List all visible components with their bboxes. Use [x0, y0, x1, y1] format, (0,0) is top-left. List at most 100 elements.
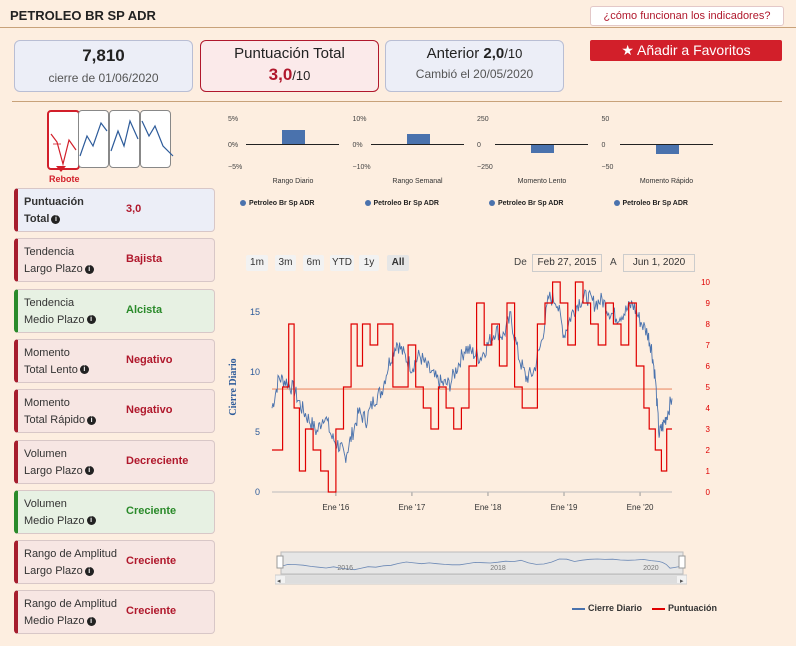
indicator-label-line2: Total: [24, 213, 50, 225]
zero-line: [246, 144, 339, 145]
indicator-label-line2: Largo Plazo: [24, 464, 83, 477]
info-icon[interactable]: i: [84, 264, 94, 274]
mini-chart: 10% 0% −10% Rango Semanal Petroleo Br Sp ADR: [353, 112, 513, 212]
help-link[interactable]: ¿cómo funcionan los indicadores?: [590, 6, 784, 26]
close-price: 7,810: [82, 46, 125, 65]
indicator-value: Negativo: [126, 404, 173, 417]
zero-line: [619, 144, 713, 145]
indicator-card[interactable]: Tendencia Medio Plazo i Alcista: [14, 288, 215, 333]
indicator-label-line1: Tendencia: [24, 246, 75, 259]
indicator-card[interactable]: Puntuación Total i 3,0: [14, 188, 215, 232]
add-favorites-label: Añadir a Favoritos: [637, 42, 751, 58]
previous-score-card: Anterior 2,0/10 Cambió el 20/05/2020: [385, 40, 564, 92]
range-button[interactable]: All: [387, 255, 409, 271]
mini-legend-label: Petroleo Br Sp ADR: [249, 200, 315, 207]
navigator-handle-left[interactable]: [276, 555, 284, 569]
y-tick-label: 0%: [228, 142, 239, 149]
pattern-thumb-3[interactable]: [109, 110, 140, 168]
indicator-card[interactable]: Volumen Largo Plazo i Decreciente: [14, 439, 215, 484]
pattern-thumb-rebote[interactable]: [47, 110, 80, 170]
info-icon[interactable]: i: [84, 466, 94, 476]
indicator-value: Creciente: [126, 504, 177, 517]
y-tick-label: 50: [601, 116, 610, 123]
pattern-thumb-2[interactable]: [78, 110, 109, 168]
range-button[interactable]: 1y: [359, 255, 379, 271]
legend-label-close: Cierre Diario: [588, 603, 643, 613]
range-button[interactable]: YTD: [330, 255, 354, 271]
scroll-left-icon[interactable]: ◂: [277, 578, 281, 585]
mini-chart-caption: Rango Diario: [272, 178, 314, 185]
series-line-close[interactable]: [271, 289, 673, 463]
indicator-label: Rango de Amplitud Largo Plazo i: [24, 546, 124, 580]
series-line-score[interactable]: [272, 281, 672, 493]
price-score-chart[interactable]: Ene '16 Ene '17 Ene '18 Ene '19 Ene '2005101…: [220, 270, 720, 520]
trend-pattern-icon: [79, 121, 108, 157]
indicator-label-line1: Volumen: [24, 447, 67, 460]
navigator-tick-label: 2018: [490, 565, 506, 572]
legend-dot-icon: [364, 200, 371, 207]
mini-legend[interactable]: Petroleo Br Sp ADR: [489, 200, 563, 207]
to-date-input[interactable]: Jun 1, 2020: [623, 254, 695, 272]
mini-bar[interactable]: [655, 145, 679, 154]
chart-legend[interactable]: Cierre Diario Puntuación: [572, 603, 717, 613]
indicator-card[interactable]: Volumen Medio Plazo i Creciente: [14, 489, 215, 534]
navigator-tick-label: 2020: [643, 565, 659, 572]
indicator-label: Puntuación Total i: [24, 194, 124, 228]
indicator-label: Rango de Amplitud Medio Plazo i: [24, 596, 124, 630]
y-right-tick-label: 7: [706, 341, 711, 350]
indicator-card[interactable]: Rango de Amplitud Largo Plazo i Creciente: [14, 540, 215, 585]
indicator-value: Alcista: [126, 303, 163, 316]
info-icon[interactable]: i: [51, 214, 61, 224]
mini-legend[interactable]: Petroleo Br Sp ADR: [240, 200, 314, 207]
indicator-label-line1: Momento: [24, 346, 70, 359]
previous-score-value: 2,0: [483, 45, 505, 62]
mini-bar[interactable]: [531, 145, 554, 154]
from-date-input[interactable]: Feb 27, 2015: [532, 254, 602, 272]
indicator-card[interactable]: Momento Total Lento i Negativo: [14, 338, 215, 383]
trend-pattern-icon: [110, 119, 139, 152]
range-button[interactable]: 1m: [246, 255, 268, 271]
info-icon[interactable]: i: [84, 566, 94, 576]
total-score-label: Puntuación Total: [234, 45, 345, 62]
mini-legend-label: Petroleo Br Sp ADR: [498, 200, 564, 207]
previous-score-max: /10: [504, 46, 523, 61]
indicator-label-line1: Volumen: [24, 497, 67, 510]
indicator-label-line2: Total Rápido: [24, 414, 86, 427]
info-icon[interactable]: i: [87, 415, 97, 425]
y-tick-label: −5%: [228, 164, 243, 171]
indicator-label: Volumen Largo Plazo i: [24, 446, 124, 480]
info-icon[interactable]: i: [86, 616, 96, 626]
indicator-label-line1: Rango de Amplitud: [24, 598, 117, 611]
info-icon[interactable]: i: [86, 516, 96, 526]
info-icon[interactable]: i: [86, 315, 96, 325]
add-favorites-button[interactable]: ★ Añadir a Favoritos: [590, 40, 782, 61]
mini-chart: 50 0 −50 Momento Rápido Petroleo Br Sp ADR: [602, 112, 762, 212]
y-right-tick-label: 9: [706, 299, 711, 308]
mini-legend[interactable]: Petroleo Br Sp ADR: [364, 200, 439, 207]
mini-bar[interactable]: [406, 134, 430, 144]
indicator-card[interactable]: Tendencia Largo Plazo i Bajista: [14, 238, 215, 283]
range-button[interactable]: 3m: [275, 255, 296, 271]
zero-line: [370, 144, 464, 145]
scroll-right-icon[interactable]: ▸: [680, 578, 684, 585]
total-score-value: 3,0: [268, 65, 293, 84]
pattern-thumb-4[interactable]: [140, 110, 174, 168]
indicator-card[interactable]: Momento Total Rápido i Negativo: [14, 389, 215, 434]
indicator-card[interactable]: Rango de Amplitud Medio Plazo i Creciente: [14, 590, 215, 635]
indicator-value: Decreciente: [126, 454, 189, 467]
close-date: cierre de 01/06/2020: [48, 71, 159, 85]
indicator-value: Creciente: [126, 605, 177, 618]
range-button[interactable]: 6m: [303, 255, 324, 271]
chart-navigator[interactable]: 2016 2018 2020 ◂ ▸: [275, 550, 687, 586]
indicator-value: Bajista: [126, 253, 163, 266]
star-icon: ★: [621, 42, 634, 58]
scrollbar-thumb[interactable]: [285, 576, 677, 583]
mini-legend[interactable]: Petroleo Br Sp ADR: [613, 200, 688, 207]
mini-bar[interactable]: [282, 129, 305, 144]
info-icon[interactable]: i: [79, 365, 89, 375]
from-label: De: [514, 257, 527, 268]
indicator-label-line1: Puntuación: [24, 196, 84, 208]
legend-swatch-close: [572, 607, 585, 610]
rebote-pattern-icon: [50, 133, 77, 167]
navigator-handle-right[interactable]: [678, 555, 686, 569]
